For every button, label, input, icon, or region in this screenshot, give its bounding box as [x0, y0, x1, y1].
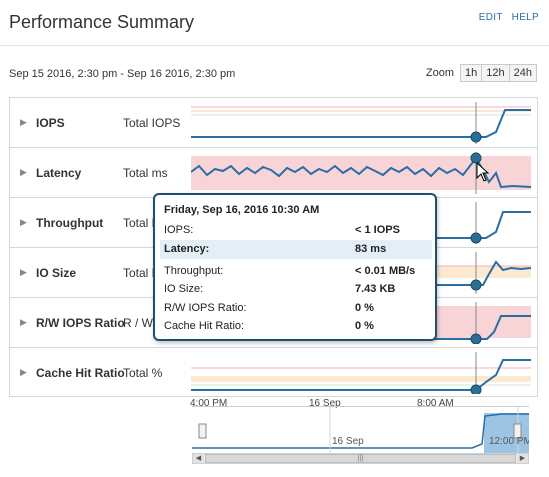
tooltip-label: IOPS:	[164, 224, 194, 236]
date-range: Sep 15 2016, 2:30 pm - Sep 16 2016, 2:30…	[9, 68, 236, 80]
x-axis-label: 16 Sep	[309, 398, 341, 409]
mouse-pointer-icon	[476, 162, 490, 182]
expand-arrow-icon[interactable]: ▶	[20, 167, 27, 177]
expand-arrow-icon[interactable]: ▶	[20, 267, 27, 277]
zoom-label: Zoom	[425, 67, 455, 79]
metric-unit: Total ms	[123, 166, 168, 180]
tooltip-value: 7.43 KB	[355, 283, 396, 295]
metric-row-latency[interactable]: ▶ Latency Total ms	[9, 147, 538, 197]
zoom-12h-button[interactable]: 12h	[482, 64, 510, 82]
header-links: EDIT HELP	[473, 12, 539, 23]
metric-name: R/W IOPS Ratio	[36, 316, 125, 330]
hover-marker	[470, 152, 482, 164]
metric-name: Throughput	[36, 216, 104, 230]
tooltip-row-cache-hit-ratio: Cache Hit Ratio: 0 %	[160, 317, 432, 336]
tooltip-value: < 0.01 MB/s	[355, 265, 416, 277]
tooltip-label: Throughput:	[164, 265, 224, 277]
data-tooltip: Friday, Sep 16, 2016 10:30 AM IOPS: < 1 …	[153, 193, 437, 341]
metric-row-cache-hit-ratio[interactable]: ▶ Cache Hit Ratio Total %	[9, 347, 538, 397]
metric-unit: Total %	[123, 366, 163, 380]
hover-marker	[470, 384, 482, 394]
x-axis-label: 4:00 PM	[190, 398, 228, 409]
tooltip-label: Cache Hit Ratio:	[164, 320, 245, 332]
zoom-1h-button[interactable]: 1h	[460, 64, 483, 82]
tooltip-value: 0 %	[355, 302, 374, 314]
hover-marker	[470, 232, 482, 244]
header-divider	[0, 45, 549, 46]
expand-arrow-icon[interactable]: ▶	[20, 317, 27, 327]
navigator-scrollbar[interactable]: ◀ ||| ▶	[192, 453, 529, 464]
iops-sparkline[interactable]	[191, 102, 531, 144]
hover-marker	[470, 279, 482, 291]
tooltip-value: 0 %	[355, 320, 374, 332]
navigator-label: 12:00 PM	[489, 436, 529, 447]
expand-arrow-icon[interactable]: ▶	[20, 117, 27, 127]
metric-unit: R / W	[123, 316, 153, 330]
x-axis-label: 8:00 AM	[417, 398, 454, 409]
page-title: Performance Summary	[9, 12, 195, 32]
edit-link[interactable]: EDIT	[478, 12, 503, 23]
metric-name: Latency	[36, 166, 82, 180]
tooltip-row-iops: IOPS: < 1 IOPS	[160, 221, 432, 240]
tooltip-label: IO Size:	[164, 283, 204, 295]
metric-name: IO Size	[36, 266, 77, 280]
expand-arrow-icon[interactable]: ▶	[20, 217, 27, 227]
tooltip-row-latency: Latency: 83 ms	[160, 240, 432, 259]
zoom-24h-button[interactable]: 24h	[509, 64, 537, 82]
scroll-right-icon[interactable]: ▶	[517, 454, 528, 463]
navigator-right-handle[interactable]	[513, 423, 522, 439]
hover-marker	[470, 333, 482, 344]
metric-unit: Total IOPS	[123, 116, 181, 130]
tooltip-value: 83 ms	[355, 243, 387, 255]
expand-arrow-icon[interactable]: ▶	[20, 367, 27, 377]
tooltip-row-throughput: Throughput: < 0.01 MB/s	[160, 262, 432, 281]
hover-marker	[470, 131, 482, 143]
latency-sparkline[interactable]	[191, 152, 531, 194]
navigator-label: 16 Sep	[332, 436, 364, 447]
metric-name: Cache Hit Ratio	[36, 366, 125, 380]
scroll-left-icon[interactable]: ◀	[193, 454, 204, 463]
tooltip-value: < 1 IOPS	[355, 224, 400, 236]
metric-name: IOPS	[36, 116, 65, 130]
time-navigator[interactable]: 16 Sep 12:00 PM	[192, 406, 529, 453]
tooltip-row-rw-iops-ratio: R/W IOPS Ratio: 0 %	[160, 299, 432, 318]
zoom-control: Zoom 1h 12h 24h	[426, 64, 537, 82]
metric-row-iops[interactable]: ▶ IOPS Total IOPS	[9, 97, 538, 147]
tooltip-title: Friday, Sep 16, 2016 10:30 AM	[164, 204, 320, 216]
scroll-thumb[interactable]: |||	[205, 454, 516, 463]
tooltip-label: R/W IOPS Ratio:	[164, 302, 247, 314]
help-link[interactable]: HELP	[511, 12, 539, 23]
tooltip-label: Latency:	[164, 243, 210, 255]
navigator-left-handle[interactable]	[198, 423, 207, 439]
cache-hit-ratio-sparkline[interactable]	[191, 352, 531, 394]
tooltip-row-io-size: IO Size: 7.43 KB	[160, 280, 432, 299]
